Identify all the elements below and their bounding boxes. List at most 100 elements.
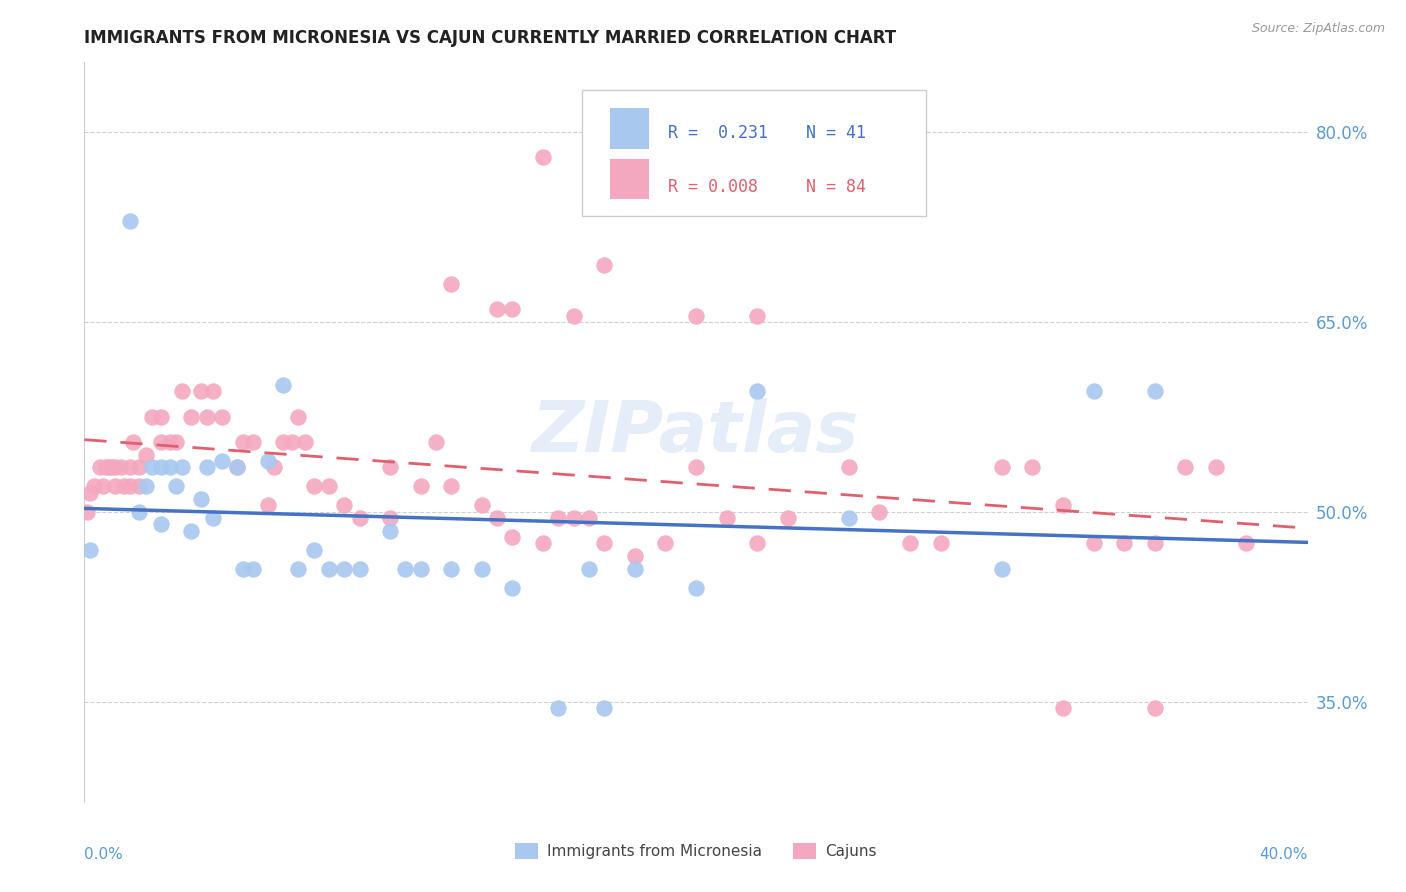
Point: [685, 460, 707, 475]
Text: 0.0%: 0.0%: [84, 847, 124, 863]
Point: [190, 384, 212, 399]
Point: [128, 505, 150, 519]
Point: [776, 511, 799, 525]
Point: [394, 562, 416, 576]
Point: [257, 499, 280, 513]
Point: [302, 479, 325, 493]
Point: [531, 536, 554, 550]
Point: [149, 517, 172, 532]
Point: [302, 542, 325, 557]
Point: [1143, 384, 1166, 399]
Point: [201, 511, 224, 525]
Point: [271, 435, 294, 450]
Point: [257, 454, 280, 468]
Point: [190, 491, 212, 506]
Point: [502, 302, 524, 317]
Text: R =  0.231: R = 0.231: [668, 124, 768, 142]
Point: [120, 460, 142, 475]
Text: Source: ZipAtlas.com: Source: ZipAtlas.com: [1251, 22, 1385, 36]
Point: [1114, 536, 1136, 550]
Point: [1052, 701, 1074, 715]
Point: [1083, 536, 1105, 550]
Point: [486, 302, 509, 317]
Point: [79, 485, 101, 500]
Point: [211, 454, 233, 468]
Point: [440, 562, 463, 576]
Point: [578, 562, 600, 576]
Point: [112, 479, 135, 493]
Text: N = 41: N = 41: [806, 124, 866, 142]
Point: [101, 460, 124, 475]
Point: [318, 562, 340, 576]
Point: [242, 562, 264, 576]
Point: [226, 460, 249, 475]
Point: [991, 562, 1014, 576]
Point: [263, 460, 285, 475]
Point: [83, 479, 105, 493]
Point: [593, 536, 616, 550]
Point: [502, 581, 524, 595]
Point: [159, 460, 181, 475]
Point: [1021, 460, 1043, 475]
Point: [91, 479, 114, 493]
Point: [141, 460, 163, 475]
Point: [165, 435, 187, 450]
Point: [624, 549, 647, 563]
Legend: Immigrants from Micronesia, Cajuns: Immigrants from Micronesia, Cajuns: [509, 838, 883, 865]
Point: [440, 277, 463, 291]
Point: [195, 460, 218, 475]
Point: [94, 460, 117, 475]
Point: [149, 460, 172, 475]
Point: [380, 511, 402, 525]
Point: [562, 511, 585, 525]
Point: [1052, 499, 1074, 513]
Point: [79, 542, 101, 557]
Point: [180, 524, 202, 538]
Point: [1083, 384, 1105, 399]
Point: [624, 562, 647, 576]
Point: [685, 309, 707, 323]
Point: [180, 409, 202, 424]
Point: [486, 511, 509, 525]
Point: [287, 409, 309, 424]
Point: [1236, 536, 1258, 550]
Point: [349, 511, 371, 525]
Point: [440, 479, 463, 493]
Point: [685, 581, 707, 595]
Point: [318, 479, 340, 493]
Point: [991, 460, 1014, 475]
Point: [654, 536, 676, 550]
Point: [211, 409, 233, 424]
Point: [232, 435, 254, 450]
Point: [271, 378, 294, 392]
Point: [281, 435, 304, 450]
Text: N = 84: N = 84: [806, 178, 866, 196]
Text: IMMIGRANTS FROM MICRONESIA VS CAJUN CURRENTLY MARRIED CORRELATION CHART: IMMIGRANTS FROM MICRONESIA VS CAJUN CURR…: [84, 29, 897, 47]
Point: [226, 460, 249, 475]
Point: [201, 384, 224, 399]
Point: [120, 213, 142, 227]
Point: [747, 309, 769, 323]
Point: [838, 460, 860, 475]
Point: [1143, 536, 1166, 550]
Point: [1143, 701, 1166, 715]
Point: [869, 505, 891, 519]
Point: [165, 479, 187, 493]
Point: [547, 511, 569, 525]
Point: [349, 562, 371, 576]
FancyBboxPatch shape: [610, 159, 650, 200]
Point: [76, 505, 98, 519]
Point: [409, 562, 432, 576]
Point: [128, 460, 150, 475]
Point: [838, 511, 860, 525]
Point: [141, 409, 163, 424]
Point: [135, 479, 157, 493]
Point: [409, 479, 432, 493]
Point: [122, 435, 145, 450]
Point: [89, 460, 111, 475]
Point: [128, 479, 150, 493]
Point: [929, 536, 952, 550]
Point: [120, 479, 142, 493]
Point: [149, 409, 172, 424]
Point: [471, 562, 494, 576]
